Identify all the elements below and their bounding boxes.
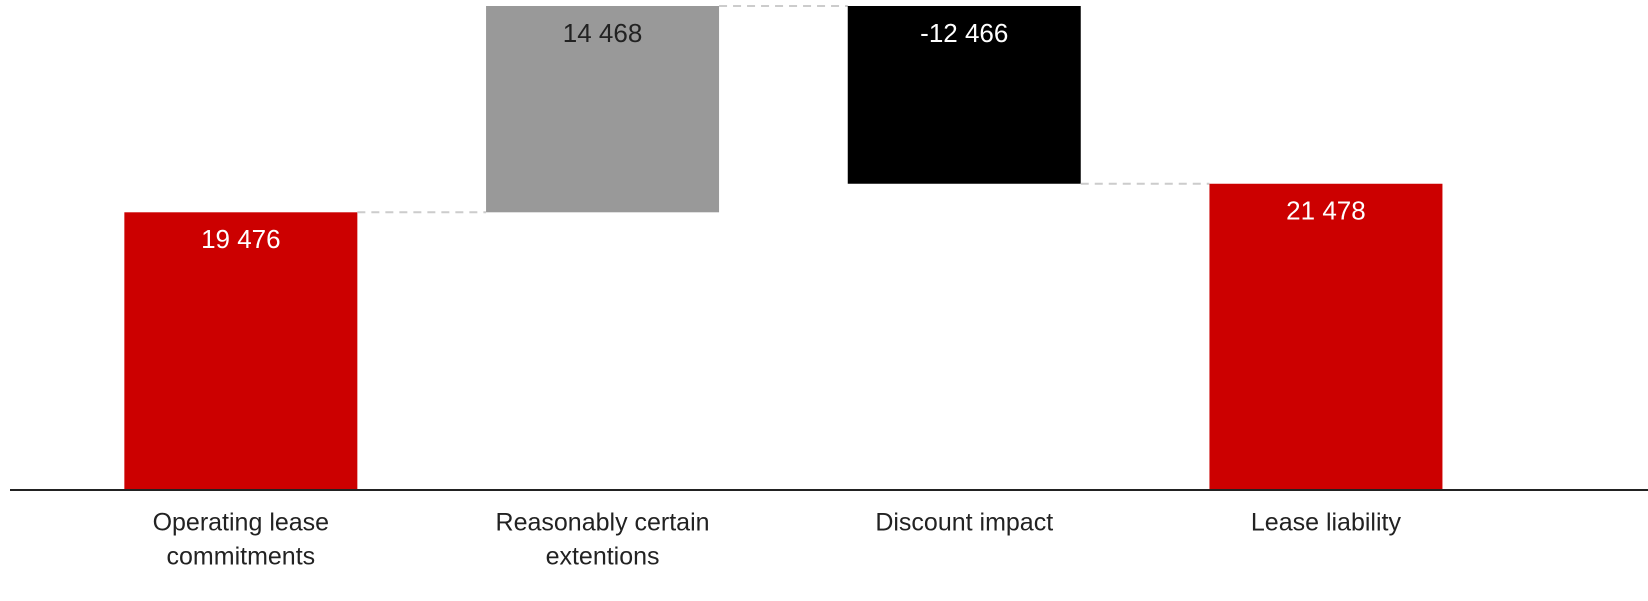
x-tick-label: Lease liability (1251, 509, 1402, 537)
bar (1209, 183, 1443, 490)
x-tick-label: commitments (167, 543, 316, 571)
x-tick-label: Operating lease (153, 509, 330, 537)
x-tick-label: extentions (546, 543, 660, 571)
bar (124, 212, 358, 490)
value-label: 14 468 (563, 18, 643, 48)
x-tick-label: Reasonably certain (496, 509, 710, 537)
value-label: -12 466 (920, 18, 1008, 48)
value-label: 19 476 (201, 224, 281, 254)
x-tick-label: Discount impact (875, 509, 1053, 537)
value-label: 21 478 (1286, 196, 1366, 226)
bar (847, 6, 1081, 184)
bar (486, 6, 720, 213)
